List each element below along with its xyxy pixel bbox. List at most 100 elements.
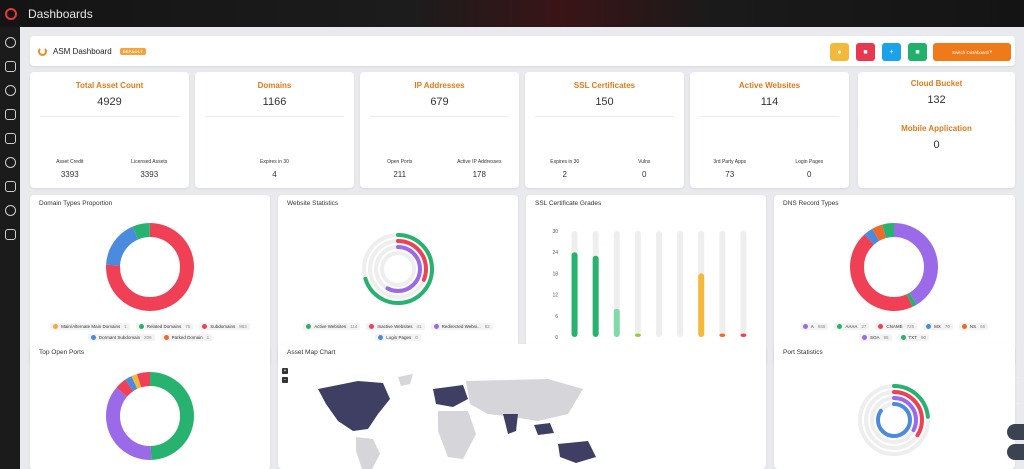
zoom-out-button[interactable]: − [282,377,288,383]
user-icon[interactable] [4,229,16,240]
bar-C[interactable] [698,273,705,337]
world-map [318,374,596,469]
app-title: Dashboards [28,6,93,21]
india[interactable] [503,414,518,434]
segment-port-6[interactable] [106,372,194,460]
legend-item[interactable]: Main/Alternate Main Domains 1 [50,323,130,330]
bar-track [656,231,662,337]
ssl-vulns: Vulns 0 [638,159,651,179]
bar-A[interactable] [592,255,599,337]
plus-icon: + [889,48,894,56]
segment-subdomains[interactable] [106,223,194,311]
bar-A-[interactable] [613,308,620,337]
mobile-application-card[interactable]: Mobile Application 0 [858,116,1015,188]
greenland[interactable] [398,374,413,386]
ring-redirected[interactable] [374,245,422,293]
legend-item[interactable]: Active Websites 114 [303,323,361,330]
divider [700,116,839,117]
zoom-in-button[interactable]: + [282,368,288,374]
ip-addresses-card[interactable]: IP Addresses 679 Open Ports 211 Active IP… [360,72,519,188]
help-button[interactable] [1007,424,1024,440]
app-logo[interactable] [5,7,17,20]
save-button[interactable]: ■ [908,43,927,61]
active-websites-card[interactable]: Active Websites 114 3rd Party Apps 73 Log… [690,72,849,188]
delete-button[interactable]: ■ [856,43,875,61]
third-party-apps: 3rd Party Apps 73 [713,159,747,179]
australia[interactable] [558,441,596,463]
port-stats-panel: Port Statistics [774,344,1015,469]
north-america[interactable] [318,381,390,431]
search-icon[interactable] [4,181,16,192]
legend-item[interactable]: Parked Domain 1 [160,334,213,341]
legend-item[interactable]: MX 70 [923,323,953,330]
chat-button[interactable] [1007,444,1024,460]
legend-item[interactable]: AAAA 27 [834,323,870,330]
y-tick-label: 0 [555,335,558,341]
domains-card[interactable]: Domains 1166 Expires in 30 4 [195,72,354,188]
legend-item[interactable]: Redirected Websi... 82 [430,323,493,330]
switch-dashboard-button[interactable]: Switch Dashboard ▾ [933,43,1011,61]
stat-value: 4929 [97,96,122,108]
panel-title: Domain Types Proportion [39,200,113,207]
legend-item[interactable]: A 655 [799,323,829,330]
bar-A+[interactable] [571,252,578,337]
bar-D[interactable] [719,333,726,337]
panel-title: SSL Certificate Grades [535,200,602,207]
ring-2[interactable] [864,390,924,450]
reports-icon[interactable] [4,157,16,168]
top-ports-panel: Top Open Ports [30,344,270,469]
dashboard-icon[interactable] [4,37,16,48]
legend-item[interactable]: Inactive Websites 41 [366,323,425,330]
y-tick-label: 30 [552,229,558,235]
alert-icon[interactable] [4,85,16,96]
bar-B+[interactable] [634,333,641,337]
legend-item[interactable]: Login Pages 0 [375,334,421,341]
dns-types-legend: A 655 AAAA 27 CNAME 725 MX 70 NS 66 SOA 95 TXT… [784,323,1004,341]
website-stats-legend: Active Websites 114 Inactive Websites 41 R… [283,323,513,341]
stat-value: 1166 [262,96,287,108]
open-ports: Open Ports 211 [387,159,413,179]
top-bar: Dashboards [0,0,1024,27]
add-widget-button[interactable]: + [882,43,901,61]
top-ports-donut [106,372,194,460]
stat-title: Domains [257,81,292,90]
asia[interactable] [466,379,583,421]
divider [535,116,674,117]
legend-item[interactable]: SOA 95 [858,334,892,341]
southeast-asia[interactable] [534,423,554,435]
stat-title: Total Asset Count [75,81,144,90]
ring-1[interactable] [858,384,930,456]
legend-item[interactable]: NS 66 [958,323,989,330]
pin-button[interactable]: ● [830,43,849,61]
segment-cname[interactable] [850,223,938,311]
port-stats-radial [858,384,930,456]
settings-icon[interactable] [4,109,16,120]
legend-item[interactable]: Related Domains 75 [135,323,194,330]
segment-port-2[interactable] [106,372,194,460]
ring-3[interactable] [870,396,918,444]
save-icon: ■ [915,48,920,56]
stat-title: Active Websites [738,81,801,90]
legend-item[interactable]: Subdomains 883 [199,323,250,330]
total-asset-card[interactable]: Total Asset Count 4929 Asset Credit 3393 … [30,72,189,188]
europe[interactable] [433,385,468,407]
scan-icon[interactable] [4,61,16,72]
ring-active[interactable] [362,233,434,305]
africa[interactable] [438,411,476,459]
south-america[interactable] [356,437,380,469]
legend-item[interactable]: TXT 90 [897,334,930,341]
licensed-assets: Licensed Assets 3393 [131,159,168,179]
segment-txt[interactable] [850,223,938,311]
network-icon[interactable] [4,205,16,216]
dashboard-title: ASM Dashboard [53,46,112,56]
domains-expiring: Expires in 30 4 [260,159,289,179]
target-icon[interactable] [4,133,16,144]
ssl-certificates-card[interactable]: SSL Certificates 150 Expires in 30 2 Vuln… [525,72,684,188]
ring-inactive[interactable] [368,239,428,299]
legend-item[interactable]: CNAME 725 [875,323,918,330]
ring-4[interactable] [876,402,912,438]
cloud-bucket-card[interactable]: Cloud Bucket 132 [858,72,1015,124]
bar-F[interactable] [740,333,747,337]
legend-item[interactable]: Dormant Subdomain 206 [87,334,155,341]
domain-types-panel: Domain Types Proportion Main/Alternate M… [30,195,270,366]
